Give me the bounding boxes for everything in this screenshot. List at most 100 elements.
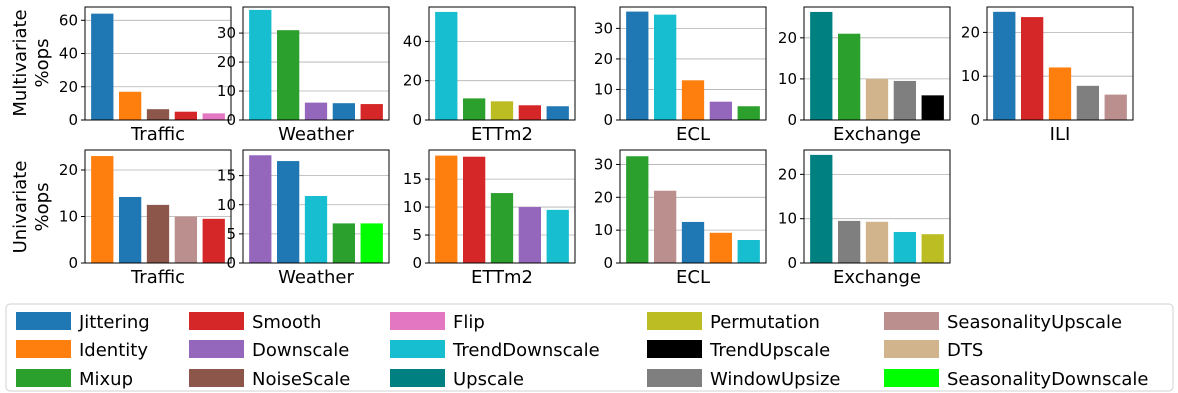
bar-permutation <box>490 101 514 120</box>
legend: Jittering Identity Mixup Smooth Downscale Noi… <box>5 303 1174 392</box>
bar-downscale <box>709 101 733 120</box>
x-axis-label: Traffic <box>130 267 185 288</box>
legend-item-mixup: Mixup <box>16 369 133 390</box>
bar-mixup <box>276 30 300 120</box>
bar-trenddownscale <box>304 196 328 263</box>
y-tick-label: 30 <box>594 19 613 37</box>
x-axis-label: ETTm2 <box>471 124 533 145</box>
x-axis-label: ILI <box>1050 124 1071 145</box>
axes-frame <box>986 6 1134 121</box>
y-tick-label: 10 <box>217 82 236 100</box>
y-tick-label: 0 <box>68 254 78 272</box>
bar-permutation <box>921 234 944 263</box>
y-tick-label: 15 <box>403 170 422 188</box>
legend-label: NoiseScale <box>252 369 350 390</box>
bar-jittering <box>626 11 649 120</box>
y-tick-label: 0 <box>412 111 422 129</box>
bar-smooth <box>360 104 383 120</box>
y-tick-label: 30 <box>217 24 236 42</box>
x-axis-label: ECL <box>676 267 710 288</box>
bar-seasonalityupscale <box>653 190 677 263</box>
bar-upscale <box>810 154 833 263</box>
bar-identity <box>435 155 458 263</box>
legend-label: Flip <box>453 312 485 333</box>
legend-frame <box>5 303 1174 392</box>
axes-frame <box>619 6 767 121</box>
bar-windowupsize <box>893 80 917 120</box>
y-tick-label: 5 <box>412 226 422 244</box>
legend-swatch <box>189 340 244 358</box>
legend-item-upscale: Upscale <box>390 369 524 390</box>
y-tick-label: 0 <box>787 111 797 129</box>
legend-label: DTS <box>947 340 983 361</box>
row-label-line: %ops <box>32 183 53 232</box>
y-tick-label: 0 <box>412 254 422 272</box>
legend-item-seasonalitydownscale: SeasonalityDownscale <box>884 369 1148 390</box>
x-axis-label: Weather <box>278 124 354 145</box>
legend-item-noisescale: NoiseScale <box>189 369 350 390</box>
chart-panel-univariate-ecl: 0 10 20 30 ECL <box>594 149 767 288</box>
legend-swatch <box>390 369 445 387</box>
legend-swatch <box>647 369 702 387</box>
y-tick-label: 40 <box>59 45 78 63</box>
y-tick-label: 20 <box>961 23 980 41</box>
bar-dts <box>865 221 889 263</box>
bar-mixup <box>737 106 760 120</box>
y-tick-label: 0 <box>603 254 613 272</box>
bar-smooth <box>462 156 486 263</box>
bar-jittering <box>276 161 300 263</box>
y-tick-label: 10 <box>217 196 236 214</box>
legend-swatch <box>16 340 71 358</box>
legend-item-jittering: Jittering <box>16 312 150 333</box>
chart-panel-multivariate-weather: 0 10 20 30 Weather <box>217 6 390 145</box>
legend-label: Smooth <box>252 312 321 333</box>
y-tick-label: 20 <box>594 50 613 68</box>
y-tick-label: 20 <box>594 188 613 206</box>
axes-frame <box>428 6 576 121</box>
bar-downscale <box>518 207 542 263</box>
bar-jittering <box>332 103 356 120</box>
y-tick-label: 10 <box>594 221 613 239</box>
bar-mixup <box>332 223 356 263</box>
x-axis-label: Traffic <box>130 124 185 145</box>
legend-label: Mixup <box>79 369 133 390</box>
axes-frame <box>803 149 951 264</box>
x-axis-label: Exchange <box>833 124 921 145</box>
bar-smooth <box>174 111 198 120</box>
legend-swatch <box>16 369 71 387</box>
bar-trenddownscale <box>249 9 272 120</box>
legend-label: WindowUpsize <box>710 369 840 390</box>
row-label-line: %ops <box>32 39 53 88</box>
legend-item-trendupscale: TrendUpscale <box>647 340 830 361</box>
bar-identity <box>91 156 114 263</box>
axes-frame <box>84 149 232 264</box>
bar-dts <box>865 78 889 120</box>
bar-upscale <box>810 11 833 121</box>
bar-trenddownscale <box>737 240 760 263</box>
chart-panel-univariate-exchange: 0 10 20 Exchange <box>778 149 951 288</box>
bar-windowupsize <box>837 220 861 263</box>
y-tick-label: 20 <box>403 72 422 90</box>
axes-frame <box>242 149 390 264</box>
legend-swatch <box>189 312 244 330</box>
x-axis-label: Exchange <box>833 267 921 288</box>
chart-panel-univariate-traffic: 0 10 20 Traffic <box>59 149 232 288</box>
legend-swatch <box>390 312 445 330</box>
legend-swatch <box>647 312 702 330</box>
y-tick-label: 0 <box>226 111 236 129</box>
y-tick-label: 60 <box>59 11 78 29</box>
bar-mixup <box>490 193 514 263</box>
bar-mixup <box>626 156 649 263</box>
bar-flip <box>202 113 225 120</box>
y-tick-label: 0 <box>603 111 613 129</box>
legend-swatch <box>884 369 939 387</box>
y-tick-label: 10 <box>594 80 613 98</box>
legend-label: Downscale <box>252 340 349 361</box>
legend-item-trenddownscale: TrendDownscale <box>390 340 600 361</box>
row-label-line: Univariate <box>10 161 31 254</box>
legend-item-seasonalityupscale: SeasonalityUpscale <box>884 312 1122 333</box>
legend-label: Identity <box>79 340 148 361</box>
y-tick-label: 10 <box>778 70 797 88</box>
legend-label: SeasonalityUpscale <box>947 312 1122 333</box>
